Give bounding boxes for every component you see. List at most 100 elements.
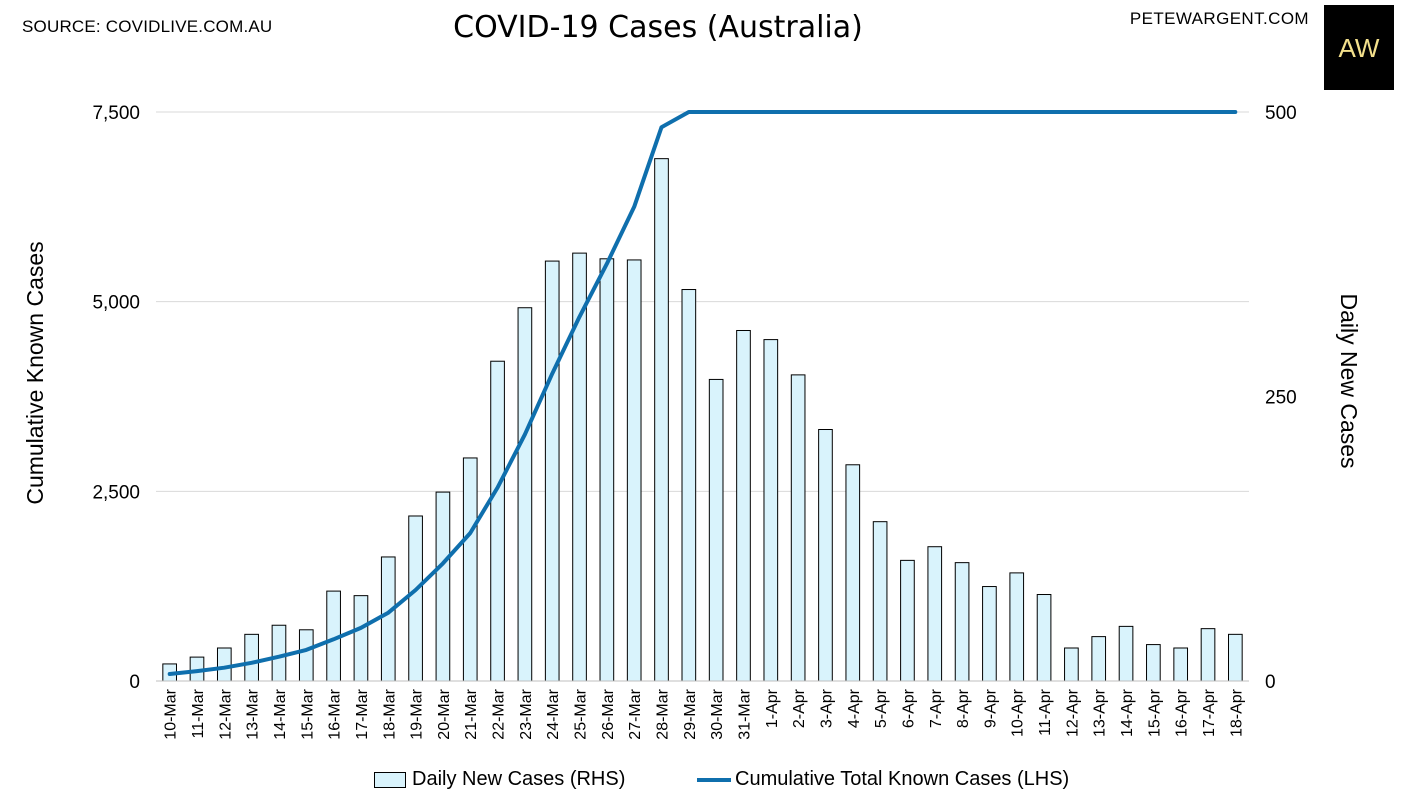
aw-logo: AW (1324, 5, 1394, 90)
x-tick-label: 6-Apr (900, 688, 917, 728)
bar-7-Apr (927, 546, 943, 682)
bar-26-Mar (599, 258, 615, 682)
bar-4-Apr (845, 464, 861, 682)
bar-18-Apr (1228, 633, 1243, 682)
left-axis-ticks: 0 2,500 5,000 7,500 (92, 103, 140, 693)
x-tick-label: 2-Apr (791, 688, 808, 728)
left-tick-label: 2,500 (92, 482, 140, 503)
right-tick-label: 500 (1265, 103, 1297, 124)
legend-item-line: Cumulative Total Known Cases (LHS) (697, 768, 1069, 791)
bar-27-Mar (626, 259, 642, 682)
x-tick-label: 21-Mar (463, 688, 480, 739)
bar-28-Mar (654, 158, 669, 682)
x-tick-label: 28-Mar (655, 688, 672, 739)
bar-14-Mar (271, 624, 287, 682)
legend-bars-label: Daily New Cases (RHS) (412, 768, 626, 790)
right-tick-label: 250 (1265, 388, 1297, 409)
bar-21-Mar (462, 457, 478, 682)
right-tick-label: 0 (1265, 672, 1276, 693)
source-label: SOURCE: COVIDLIVE.COM.AU (22, 17, 273, 36)
bar-13-Apr (1091, 636, 1107, 682)
aw-logo-mark: AW (1339, 33, 1380, 63)
x-tick-label: 23-Mar (518, 688, 535, 739)
x-tick-label: 17-Apr (1201, 688, 1218, 737)
x-tick-label: 11-Apr (1037, 688, 1054, 736)
legend: Daily New Cases (RHS) Cumulative Total K… (0, 768, 1406, 798)
bar-11-Apr (1036, 594, 1052, 682)
brand-label: PETEWARGENT.COM (1129, 9, 1309, 28)
x-tick-label: 10-Mar (163, 688, 180, 739)
x-tick-label: 3-Apr (819, 688, 836, 728)
bar-18-Mar (380, 556, 396, 682)
x-tick-label: 9-Apr (982, 688, 999, 728)
left-tick-label: 0 (129, 672, 140, 693)
x-tick-label: 24-Mar (545, 688, 562, 739)
x-tick-label: 10-Apr (1010, 688, 1027, 737)
legend-line-swatch (697, 777, 731, 782)
x-tick-label: 15-Apr (1146, 688, 1163, 737)
legend-line-label: Cumulative Total Known Cases (LHS) (735, 768, 1070, 790)
x-tick-label: 25-Mar (573, 688, 590, 739)
x-tick-label: 16-Mar (327, 688, 344, 739)
legend-bar-swatch (374, 771, 406, 788)
bar-1-Apr (763, 339, 779, 682)
x-tick-label: 8-Apr (955, 688, 972, 728)
bar-13-Mar (244, 633, 259, 682)
bar-10-Apr (1009, 572, 1025, 682)
x-tick-label: 14-Mar (272, 688, 289, 739)
right-axis-title: Daily New Cases (1336, 293, 1362, 468)
bar-24-Mar (544, 260, 560, 682)
x-tick-label: 5-Apr (873, 688, 890, 728)
x-axis-tick-labels: 10-Mar 11-Mar 12-Mar 13-Mar 14-Mar 15-Mar 16-M… (163, 688, 1246, 739)
x-tick-label: 22-Mar (491, 688, 508, 739)
bar-22-Mar (490, 360, 505, 682)
x-tick-label: 20-Mar (436, 688, 453, 739)
bar-14-Apr (1118, 625, 1134, 682)
legend-item-bars: Daily New Cases (RHS) (374, 768, 625, 791)
x-tick-label: 11-Mar (190, 688, 207, 738)
x-tick-label: 12-Apr (1064, 688, 1081, 737)
x-tick-label: 15-Mar (299, 688, 316, 739)
x-tick-label: 12-Mar (217, 688, 234, 739)
x-tick-label: 29-Mar (682, 688, 699, 739)
x-tick-label: 7-Apr (928, 688, 945, 728)
x-tick-label: 13-Apr (1092, 688, 1109, 737)
bar-20-Mar (435, 491, 451, 682)
left-axis-title: Cumulative Known Cases (22, 241, 48, 504)
x-tick-label: 19-Mar (409, 688, 426, 739)
x-tick-label: 17-Mar (354, 688, 371, 739)
x-tick-label: 4-Apr (846, 688, 863, 728)
x-tick-label: 13-Mar (245, 688, 262, 739)
right-axis-ticks: 0 250 500 (1265, 103, 1297, 693)
x-tick-label: 27-Mar (627, 688, 644, 739)
bar-19-Mar (408, 515, 423, 682)
bar-8-Apr (954, 562, 970, 682)
aw-logo-text: AW (1339, 33, 1380, 63)
bar-3-Apr (818, 429, 833, 682)
bar-15-Mar (298, 629, 314, 682)
bar-31-Mar (736, 329, 751, 682)
bar-9-Apr (982, 586, 997, 682)
bar-2-Apr (790, 374, 806, 682)
bar-17-Mar (353, 595, 369, 682)
x-tick-label: 16-Apr (1174, 688, 1191, 737)
chart-title: COVID-19 Cases (Australia) (453, 10, 863, 45)
left-tick-label: 5,000 (92, 293, 140, 314)
bar-17-Apr (1200, 628, 1216, 682)
x-tick-label: 30-Mar (709, 688, 726, 739)
bar-6-Apr (900, 559, 915, 682)
bar-30-Mar (708, 378, 724, 682)
bar-5-Apr (872, 521, 888, 682)
x-tick-label: 18-Mar (381, 688, 398, 739)
daily-bars (162, 158, 1243, 682)
gridlines (156, 111, 1249, 492)
x-tick-label: 26-Mar (600, 688, 617, 739)
bar-16-Apr (1173, 647, 1189, 682)
bar-12-Mar (216, 647, 232, 682)
left-tick-label: 7,500 (92, 103, 140, 124)
bar-23-Mar (517, 307, 533, 682)
bar-29-Mar (681, 289, 697, 682)
x-tick-label: 18-Apr (1228, 688, 1245, 737)
x-tick-label: 14-Apr (1119, 688, 1136, 737)
